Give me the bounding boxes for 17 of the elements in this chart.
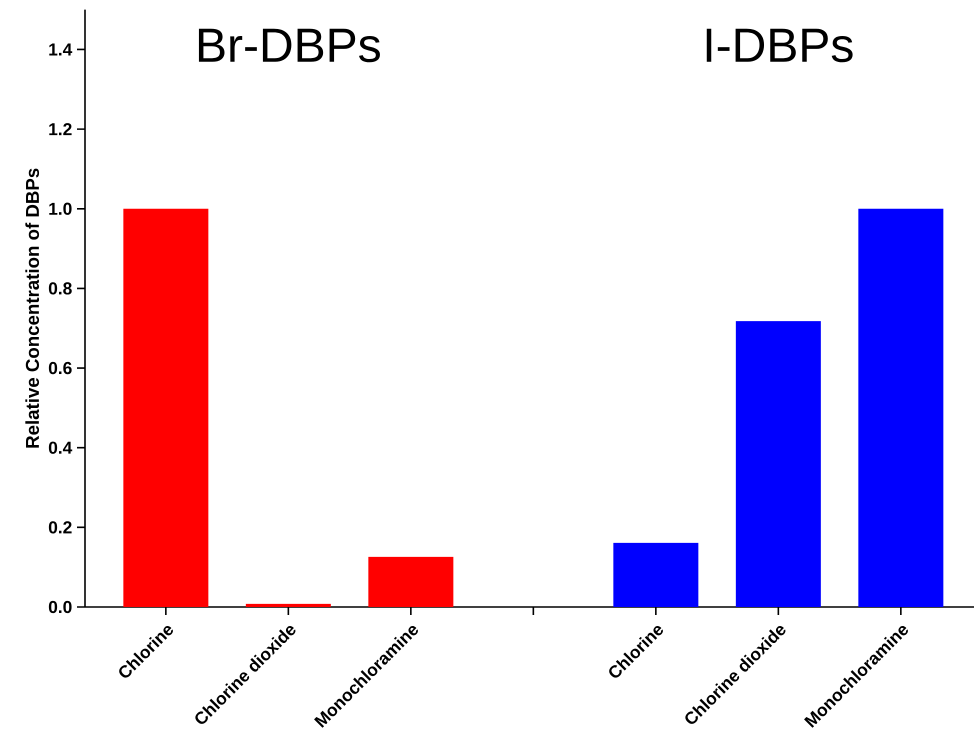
y-tick-label: 1.4 <box>49 44 72 56</box>
bar <box>858 208 944 607</box>
y-tick-label: 1.2 <box>49 123 72 136</box>
y-tick-label: 0.6 <box>48 362 72 374</box>
y-tick-label: 0.8 <box>48 282 72 295</box>
annotation: I-DBPs <box>706 28 853 62</box>
y-axis-title: Relative Concentration of DBPs <box>25 168 40 448</box>
bar <box>123 208 208 607</box>
bar <box>368 556 454 607</box>
y-tick-label: 0.0 <box>48 600 72 614</box>
bar <box>613 542 698 607</box>
y-tick-label: 0.2 <box>48 521 72 534</box>
annotation: Br-DBPs <box>198 28 380 62</box>
y-tick-label: 0.4 <box>48 442 72 454</box>
bar <box>736 321 821 607</box>
bar <box>246 604 331 607</box>
y-tick-label: 1.0 <box>49 202 72 215</box>
